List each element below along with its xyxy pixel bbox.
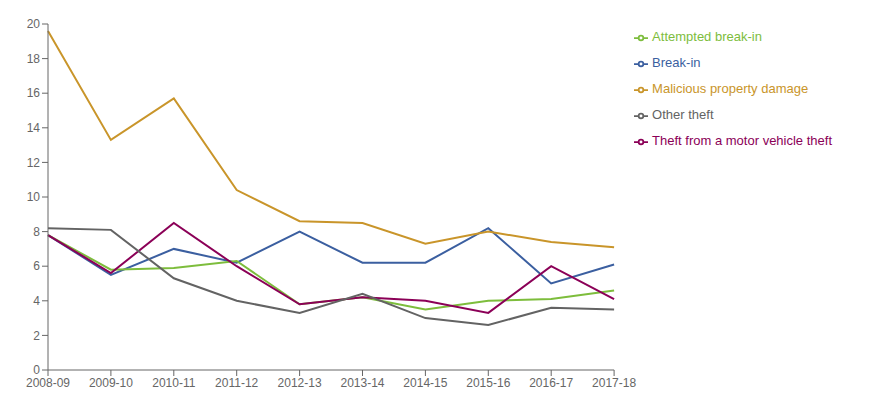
svg-text:4: 4 [33, 294, 40, 308]
svg-text:8: 8 [33, 225, 40, 239]
svg-text:2012-13: 2012-13 [278, 376, 322, 390]
svg-text:2014-15: 2014-15 [403, 376, 447, 390]
svg-text:14: 14 [27, 121, 41, 135]
svg-text:0: 0 [33, 363, 40, 377]
svg-text:2016-17: 2016-17 [529, 376, 573, 390]
svg-text:2009-10: 2009-10 [89, 376, 133, 390]
html-text:Attempted break-in: Attempted break-in [652, 29, 762, 44]
html-text:Break-in: Break-in [652, 55, 701, 70]
svg-text:2015-16: 2015-16 [466, 376, 510, 390]
svg-text:10: 10 [27, 190, 41, 204]
svg-text:2011-12: 2011-12 [215, 376, 258, 390]
svg-text:2: 2 [33, 329, 40, 343]
html-text:Malicious property damage: Malicious property damage [652, 81, 809, 96]
html-text:Theft from a motor vehicle the: Theft from a motor vehicle theft [652, 133, 832, 148]
svg-text:16: 16 [27, 86, 41, 100]
svg-text:20: 20 [27, 17, 41, 31]
html-text:Other theft: Other theft [652, 107, 714, 122]
svg-text:2013-14: 2013-14 [340, 376, 384, 390]
svg-text:2008-09: 2008-09 [26, 376, 70, 390]
svg-text:2017-18: 2017-18 [592, 376, 636, 390]
svg-text:18: 18 [27, 52, 41, 66]
svg-text:2010-11: 2010-11 [152, 376, 195, 390]
svg-text:12: 12 [27, 156, 41, 170]
svg-text:6: 6 [33, 259, 40, 273]
